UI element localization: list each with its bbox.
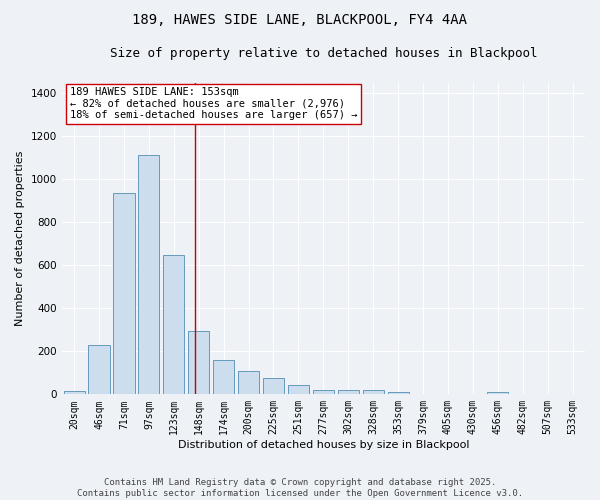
Text: Contains HM Land Registry data © Crown copyright and database right 2025.
Contai: Contains HM Land Registry data © Crown c… <box>77 478 523 498</box>
Text: 189 HAWES SIDE LANE: 153sqm
← 82% of detached houses are smaller (2,976)
18% of : 189 HAWES SIDE LANE: 153sqm ← 82% of det… <box>70 87 357 120</box>
Bar <box>362 390 384 394</box>
Bar <box>238 371 259 394</box>
X-axis label: Distribution of detached houses by size in Blackpool: Distribution of detached houses by size … <box>178 440 469 450</box>
Bar <box>88 346 110 395</box>
Bar <box>113 194 134 394</box>
Bar <box>288 384 309 394</box>
Bar <box>388 392 409 394</box>
Bar <box>138 154 160 394</box>
Text: 189, HAWES SIDE LANE, BLACKPOOL, FY4 4AA: 189, HAWES SIDE LANE, BLACKPOOL, FY4 4AA <box>133 12 467 26</box>
Bar <box>213 360 234 394</box>
Y-axis label: Number of detached properties: Number of detached properties <box>15 150 25 326</box>
Bar <box>338 390 359 394</box>
Bar <box>487 392 508 394</box>
Bar <box>313 390 334 394</box>
Bar <box>263 378 284 394</box>
Bar <box>163 254 184 394</box>
Bar <box>64 391 85 394</box>
Title: Size of property relative to detached houses in Blackpool: Size of property relative to detached ho… <box>110 48 537 60</box>
Bar <box>188 331 209 394</box>
